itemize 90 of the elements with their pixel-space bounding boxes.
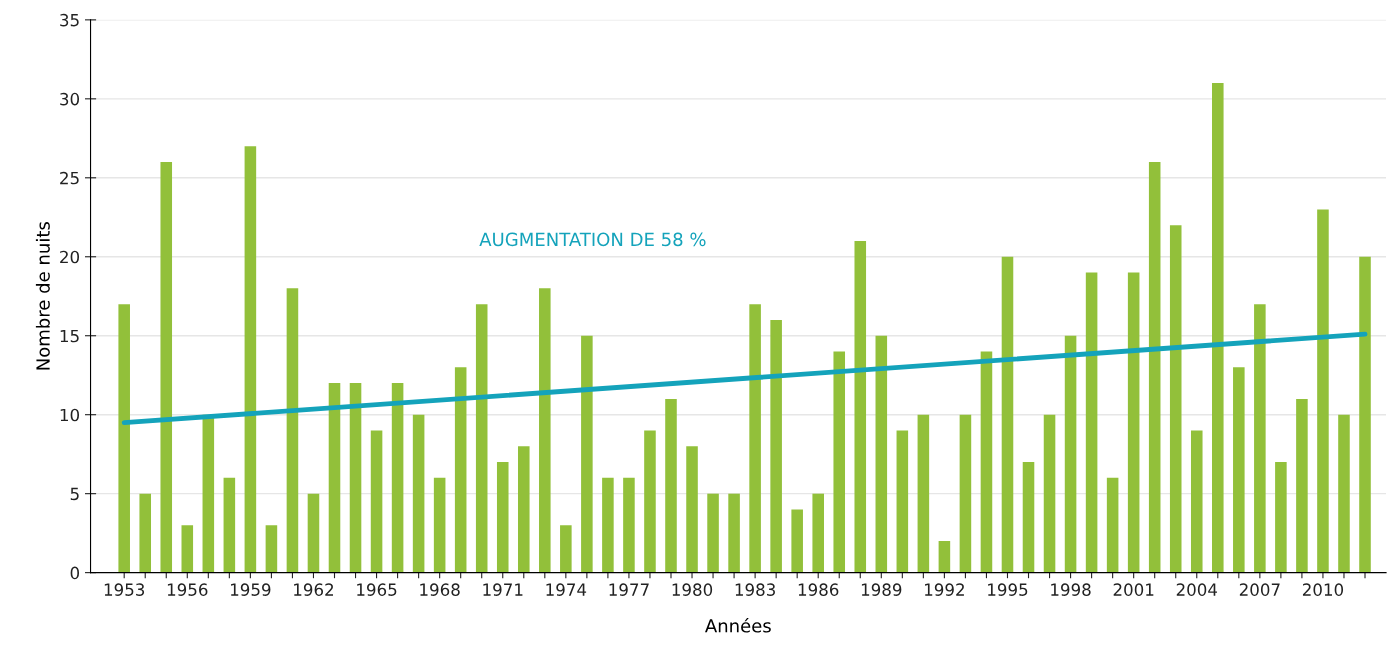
bar: [1106, 477, 1119, 573]
bar: [1001, 256, 1014, 573]
y-tick-label: 30: [60, 92, 80, 106]
x-tick-label: 1995: [988, 583, 1028, 596]
bar: [812, 493, 824, 573]
bar: [475, 304, 488, 573]
bar: [938, 541, 951, 573]
bar: [665, 398, 677, 573]
bar: [1127, 272, 1140, 573]
x-tick-label: 1974: [546, 583, 587, 596]
bar: [1085, 272, 1098, 573]
bar: [791, 509, 803, 573]
bar: [644, 430, 656, 573]
x-tick-label: 1986: [798, 583, 839, 596]
bar: [833, 351, 846, 573]
bar: [160, 162, 173, 573]
y-tick-label: 5: [70, 487, 79, 501]
bar: [875, 335, 888, 573]
bar: [1212, 83, 1224, 573]
bar: [1233, 367, 1245, 573]
bar: [1064, 335, 1077, 573]
bar: [728, 493, 740, 573]
bar: [749, 304, 761, 573]
x-axis-title: Années: [705, 617, 771, 633]
x-tick-label: 1980: [672, 583, 713, 596]
x-tick-label: 1998: [1051, 583, 1091, 596]
bar: [1338, 414, 1350, 573]
x-tick-label: 1953: [104, 583, 145, 596]
x-tick-label: 1965: [357, 583, 397, 596]
bar: [560, 525, 572, 573]
bar: [707, 493, 719, 573]
x-tick-label: 1989: [861, 583, 902, 596]
bar: [539, 288, 551, 573]
bar: [1169, 225, 1182, 573]
x-tick-label: 1956: [167, 583, 208, 596]
bar: [1275, 462, 1287, 573]
x-tick-label: 2010: [1302, 583, 1344, 596]
bar: [328, 383, 341, 573]
x-tick-label: 1968: [420, 583, 460, 596]
bar: [581, 335, 593, 573]
x-tick-label: 1977: [609, 583, 649, 596]
y-tick-label: 25: [60, 171, 79, 185]
x-tick-label: 1992: [925, 583, 964, 596]
x-tick-label: 1983: [735, 583, 775, 596]
y-tick-label: 10: [60, 408, 80, 422]
bar: [1148, 162, 1161, 573]
y-tick-label: 35: [60, 13, 79, 27]
bar: [370, 430, 383, 573]
bar: [1296, 398, 1308, 573]
bar: [391, 383, 404, 573]
x-tick-label: 1959: [231, 583, 271, 596]
bar: [602, 477, 614, 573]
bar: [1317, 209, 1329, 573]
bar: [307, 493, 320, 573]
bar: [286, 288, 299, 573]
bar: [1190, 430, 1203, 573]
bar: [980, 351, 993, 573]
bar: [412, 414, 425, 573]
bar: [1043, 414, 1056, 573]
x-tick-label: 2007: [1239, 583, 1280, 596]
bar: [496, 462, 509, 573]
x-tick-label: 2004: [1176, 583, 1218, 596]
bar: [139, 493, 152, 573]
bar: [896, 430, 909, 573]
x-tick-label: 1962: [294, 583, 334, 596]
bar: [433, 477, 446, 573]
y-tick-label: 20: [60, 250, 80, 264]
bar: [1022, 462, 1035, 573]
y-tick-label: 0: [70, 566, 80, 580]
bar: [1254, 304, 1266, 573]
bar: [349, 383, 362, 573]
y-tick-label: 15: [60, 329, 79, 343]
y-axis-title: Nombre de nuits: [35, 222, 50, 370]
bar: [854, 240, 867, 573]
bar: [770, 319, 782, 573]
x-tick-label: 1971: [483, 583, 523, 596]
bar: [181, 525, 194, 573]
bar: [244, 146, 257, 573]
bar: [223, 477, 236, 573]
bar: [454, 367, 467, 573]
bar: [917, 414, 930, 573]
bar: [686, 446, 698, 573]
bar: [118, 304, 130, 573]
bar: [1359, 256, 1371, 573]
bar: [265, 525, 278, 573]
bar: [623, 477, 635, 573]
bar: [959, 414, 972, 573]
annotation: AUGMENTATION DE 58 %: [479, 232, 706, 247]
x-tick-label: 2001: [1113, 583, 1154, 596]
bar: [517, 446, 530, 573]
